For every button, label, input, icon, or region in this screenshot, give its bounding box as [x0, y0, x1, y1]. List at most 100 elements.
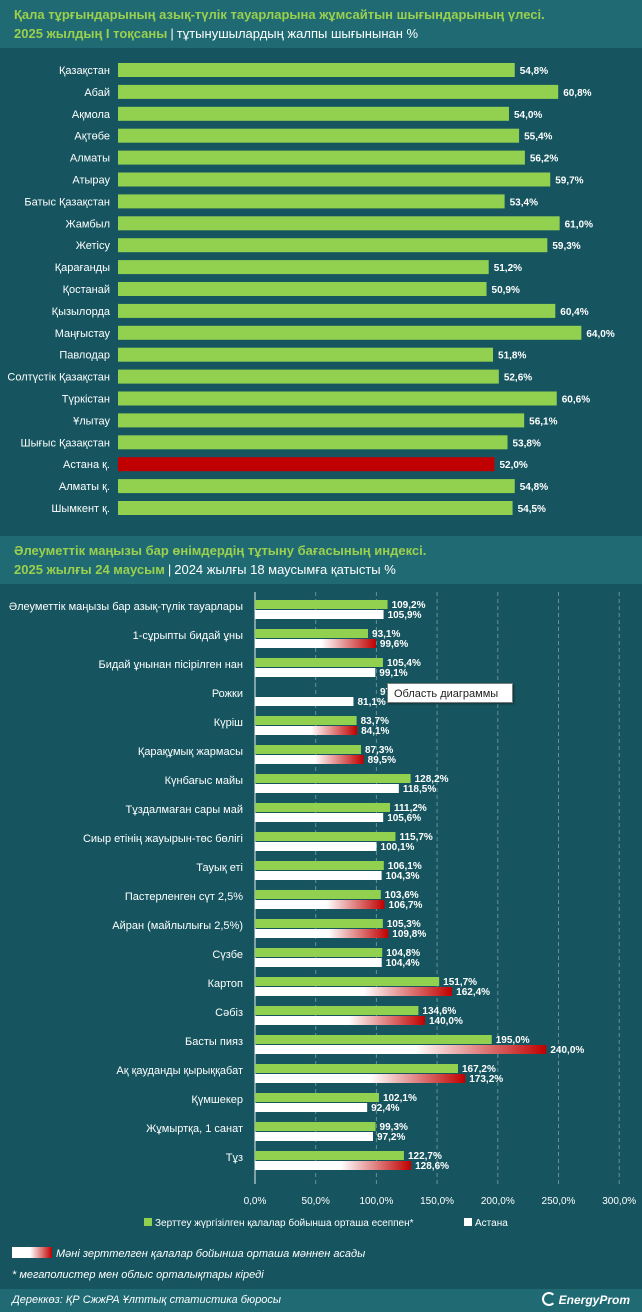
chart2-category-label: Пастерленген сүт 2,5%	[125, 891, 243, 903]
chart2-category-label: Сүзбе	[212, 949, 243, 961]
chart1-data-label: 60,6%	[562, 395, 590, 406]
chart1-bar[interactable]	[118, 391, 557, 406]
chart2-unit: 2024 жылғы 18 маусымға қатысты %	[174, 562, 396, 577]
chart2-bar-astana-exceeds[interactable]	[255, 639, 376, 648]
chart2-label-average: 103,6%	[385, 890, 419, 901]
header-top: Қала тұрғындарының азық-түлік тауарларын…	[0, 0, 642, 48]
chart2-label-astana: 100,1%	[381, 842, 415, 853]
chart2-label-astana: 173,2%	[469, 1074, 503, 1085]
chart2-bar-average[interactable]	[255, 890, 381, 899]
chart1-region-share[interactable]: Қазақстан 54,8% Абай 60,8% Ақмола 54,0% Ақтөбе…	[0, 48, 642, 536]
chart2-bar-astana-exceeds[interactable]	[255, 755, 364, 764]
chart2-subtitle: 2025 жылғы 24 маусым | 2024 жылғы 18 маусы…	[14, 562, 396, 577]
chart2-bar-astana[interactable]	[255, 610, 384, 619]
chart2-bar-astana[interactable]	[255, 871, 382, 880]
chart2-bar-astana-exceeds[interactable]	[255, 726, 358, 735]
chart1-bar[interactable]	[118, 435, 508, 450]
chart2-separator: |	[167, 562, 172, 577]
chart2-bar-average[interactable]	[255, 1035, 492, 1044]
chart2-bar-astana-exceeds[interactable]	[255, 900, 385, 909]
chart2-bar-astana[interactable]	[255, 1132, 374, 1141]
chart1-category-label: Қазақстан	[59, 65, 110, 77]
chart2-bar-average[interactable]	[255, 658, 383, 667]
chart2-category-label: Жұмыртқа, 1 санат	[146, 1123, 243, 1135]
chart2-bar-astana[interactable]	[255, 958, 382, 967]
chart2-bar-average[interactable]	[255, 629, 369, 638]
chart2-label-astana: 81,1%	[357, 697, 385, 708]
chart2-bar-astana[interactable]	[255, 1103, 368, 1112]
chart2-category-label: Сәбіз	[215, 1007, 243, 1019]
chart1-bar[interactable]	[118, 84, 559, 99]
chart2-bar-average[interactable]	[255, 1006, 419, 1015]
footnote: * мегаполистер мен облыс орталықтары кір…	[12, 1269, 264, 1281]
chart2-bar-average[interactable]	[255, 977, 440, 986]
chart2-price-index[interactable]: 0,0% 50,0% 100,0% 150,0% 200,0% 250,0% 300,0% Ә…	[0, 584, 642, 1244]
chart2-bar-average[interactable]	[255, 1093, 379, 1102]
chart2-bar-average[interactable]	[255, 1064, 458, 1073]
chart2-label-average: 102,1%	[383, 1093, 417, 1104]
chart1-bar[interactable]	[118, 369, 499, 384]
chart1-bar[interactable]	[118, 303, 556, 318]
chart2-bar-astana-exceeds[interactable]	[255, 1161, 412, 1170]
chart1-category-label: Абай	[84, 87, 110, 99]
chart2-bar-average[interactable]	[255, 774, 411, 783]
chart2-label-average: 195,0%	[496, 1035, 530, 1046]
chart2-bar-astana-exceeds[interactable]	[255, 1074, 466, 1083]
chart2-bar-astana-exceeds[interactable]	[255, 1016, 425, 1025]
chart2-bar-average[interactable]	[255, 861, 384, 870]
footer: Дереккөз: ҚР СжжРА Ұлттық статистика бюр…	[0, 1289, 642, 1312]
chart2-label-average: 106,1%	[388, 861, 422, 872]
chart2-bar-average[interactable]	[255, 948, 383, 957]
chart2-bar-astana[interactable]	[255, 813, 384, 822]
chart1-period: 2025 жылдың I тоқсаны	[14, 26, 168, 41]
chart2-category-label: Картоп	[208, 978, 243, 990]
chart1-bar[interactable]	[118, 106, 509, 121]
chart1-bar[interactable]	[118, 413, 525, 428]
chart1-category-label: Солтүстік Қазақстан	[7, 372, 110, 384]
chart2-bar-average[interactable]	[255, 1122, 376, 1131]
chart2-bar-average[interactable]	[255, 716, 357, 725]
chart2-bar-average[interactable]	[255, 832, 396, 841]
chart2-label-average: 83,7%	[361, 716, 389, 727]
chart2-bar-astana[interactable]	[255, 784, 399, 793]
chart2-bar-astana-exceeds[interactable]	[255, 987, 453, 996]
chart1-bar[interactable]	[118, 194, 505, 209]
chart2-bar-astana[interactable]	[255, 697, 354, 706]
chart1-bar[interactable]	[118, 479, 515, 494]
chart1-bar[interactable]	[118, 501, 513, 515]
chart2-bar-astana-exceeds[interactable]	[255, 1045, 547, 1054]
chart2-bar-astana-exceeds[interactable]	[255, 929, 389, 938]
chart1-bar[interactable]	[118, 282, 487, 296]
chart2-bar-average[interactable]	[255, 803, 390, 812]
chart1-bar[interactable]	[118, 172, 551, 187]
chart1-bar[interactable]	[118, 260, 489, 275]
chart2-bar-astana[interactable]	[255, 668, 376, 677]
chart1-bar[interactable]	[118, 128, 520, 143]
chart1-bar[interactable]	[118, 238, 548, 253]
chart2-bar-average[interactable]	[255, 745, 361, 754]
legend-label-astana: Астана	[475, 1218, 508, 1229]
logo-icon	[541, 1292, 556, 1306]
chart1-bar[interactable]	[118, 150, 525, 165]
chart2-label-astana: 240,0%	[550, 1045, 584, 1056]
chart2-bar-average[interactable]	[255, 600, 388, 609]
chart1-bar[interactable]	[118, 325, 582, 340]
chart2-label-astana: 128,6%	[415, 1161, 449, 1172]
chart2-xtick-label: 200,0%	[481, 1196, 515, 1207]
chart2-category-label: Ақ қауданды қырыққабат	[116, 1065, 243, 1077]
chart1-bar[interactable]	[118, 216, 560, 231]
chart2-label-average: 109,2%	[392, 600, 426, 611]
chart2-bar-astana[interactable]	[255, 842, 377, 851]
chart1-bar[interactable]	[118, 347, 494, 362]
logo-text: EnergyProm	[558, 1293, 630, 1307]
chart2-bar-average[interactable]	[255, 919, 383, 928]
chart2-bar-average[interactable]	[255, 1151, 404, 1160]
chart2-category-label: Күнбағыс майы	[165, 775, 243, 787]
chart1-bar[interactable]	[118, 63, 515, 77]
chart1-bar-highlight[interactable]	[118, 457, 495, 472]
legend-label-average: Зерттеу жүргізілген қалалар бойынша орта…	[155, 1217, 414, 1229]
legend-swatch-astana	[464, 1218, 472, 1226]
chart2-xtick-label: 50,0%	[302, 1196, 330, 1207]
chart2-label-average: 99,3%	[380, 1122, 408, 1133]
chart2-category-label: Рожки	[212, 688, 243, 700]
